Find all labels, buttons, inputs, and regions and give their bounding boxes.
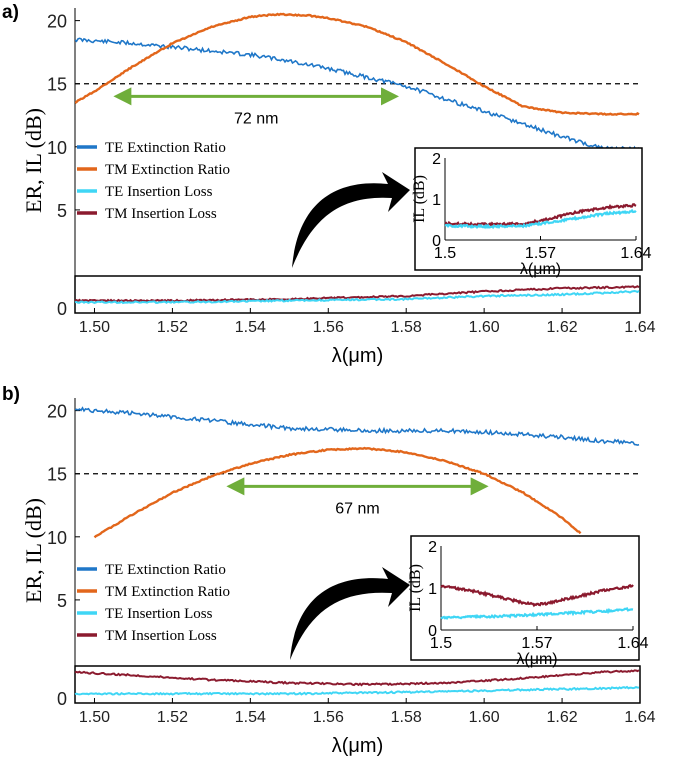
inset-plot: 0 1 2 1.5 1.57 1.64 λ(μm) IL (dB): [411, 147, 652, 278]
x-tick-label: 1.62: [546, 319, 577, 336]
inset-x-tick-label: 1.57: [525, 245, 556, 262]
y-tick-label: 0: [57, 299, 67, 319]
bandwidth-label: 67 nm: [335, 500, 379, 517]
x-tick-label: 1.56: [313, 319, 344, 336]
inset-x-tick-label: 1.5: [430, 635, 452, 652]
inset-y-axis-label: IL (dB): [411, 175, 428, 223]
inset-line-tm-insertion-loss: [444, 203, 637, 228]
legend: TE Extinction Ratio TM Extinction Ratio TE…: [77, 140, 230, 222]
inset-y-axis-label: IL (dB): [407, 564, 424, 612]
x-tick-label: 1.60: [469, 319, 500, 336]
x-tick-label: 1.54: [235, 319, 266, 336]
zoom-arrow-icon: [290, 567, 410, 660]
inset-line-te-insertion-loss: [444, 208, 637, 230]
legend-label: TE Insertion Loss: [105, 184, 213, 200]
series-line-tm-extinction-ratio: [93, 446, 582, 539]
inset-y-tick-label: 0: [432, 233, 441, 250]
inset-y-tick-label: 1: [428, 581, 437, 598]
y-tick-label: 15: [47, 75, 67, 95]
x-axis-label: λ(μm): [332, 735, 384, 757]
series-line-tm-extinction-ratio: [75, 12, 640, 116]
x-tick-label: 1.50: [79, 709, 110, 726]
x-tick-label: 1.54: [235, 709, 266, 726]
inset-line-tm-insertion-loss: [440, 583, 634, 608]
x-tick-label: 1.56: [313, 709, 344, 726]
y-tick-label: 0: [57, 689, 67, 709]
legend-label: TE Extinction Ratio: [105, 562, 226, 578]
inset-y-tick-label: 1: [432, 192, 441, 209]
il-line-tm-insertion-loss: [74, 285, 640, 303]
y-axis-label: ER, IL (dB): [21, 498, 46, 603]
legend-label: TM Extinction Ratio: [105, 584, 230, 600]
inset-plot: 0 1 2 1.5 1.57 1.64 λ(μm) IL (dB): [407, 535, 649, 668]
bandwidth-label: 72 nm: [234, 110, 278, 127]
zoom-arrow-icon: [292, 172, 410, 268]
inset-x-axis-label: λ(μm): [520, 261, 561, 278]
inset-y-tick-label: 2: [432, 151, 441, 168]
series-line-te-extinction-ratio: [75, 406, 640, 446]
x-tick-label: 1.64: [624, 319, 655, 336]
y-tick-label: 5: [57, 201, 67, 221]
x-tick-label: 1.64: [624, 709, 655, 726]
x-axis-label: λ(μm): [332, 345, 384, 367]
y-tick-label: 10: [47, 138, 67, 158]
panel-label: a): [2, 2, 19, 23]
y-tick-label: 20: [47, 402, 67, 422]
inset-x-tick-label: 1.64: [620, 245, 651, 262]
y-axis-label: ER, IL (dB): [21, 108, 46, 213]
x-tick-label: 1.58: [391, 709, 422, 726]
legend-label: TM Extinction Ratio: [105, 162, 230, 178]
x-tick-label: 1.52: [157, 319, 188, 336]
legend-label: TM Insertion Loss: [105, 628, 217, 644]
legend: TE Extinction Ratio TM Extinction Ratio TE…: [77, 562, 230, 644]
inset-x-tick-label: 1.5: [434, 245, 456, 262]
x-tick-label: 1.50: [79, 319, 110, 336]
x-tick-label: 1.60: [469, 709, 500, 726]
y-tick-label: 5: [57, 591, 67, 611]
inset-x-tick-label: 1.57: [521, 635, 552, 652]
x-tick-label: 1.62: [546, 709, 577, 726]
legend-label: TE Extinction Ratio: [105, 140, 226, 156]
y-tick-label: 15: [47, 465, 67, 485]
inset-x-axis-label: λ(μm): [516, 651, 557, 668]
x-tick-label: 1.58: [391, 319, 422, 336]
y-tick-label: 10: [47, 528, 67, 548]
legend-label: TE Insertion Loss: [105, 606, 213, 622]
inset-x-tick-label: 1.64: [617, 635, 648, 652]
legend-label: TM Insertion Loss: [105, 206, 217, 222]
x-tick-label: 1.52: [157, 709, 188, 726]
il-line-te-insertion-loss: [74, 685, 640, 696]
inset-line-te-insertion-loss: [440, 607, 634, 620]
panel-label: b): [2, 384, 20, 405]
y-tick-label: 20: [47, 12, 67, 32]
inset-y-tick-label: 2: [428, 539, 437, 556]
il-line-te-insertion-loss: [74, 289, 640, 305]
il-line-tm-insertion-loss: [74, 669, 640, 687]
inset-frame: [410, 535, 640, 661]
series-line-te-extinction-ratio: [75, 37, 640, 152]
inset-y-tick-label: 0: [428, 623, 437, 640]
